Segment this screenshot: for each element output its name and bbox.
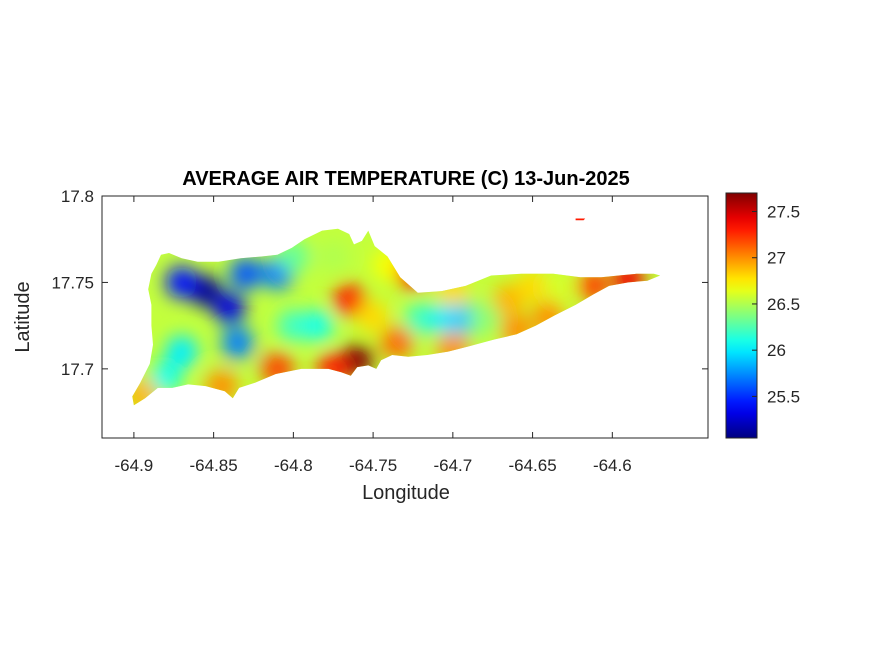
temperature-spot bbox=[333, 283, 366, 316]
colorbar-frame bbox=[725, 192, 758, 439]
x-tick-label: -64.9 bbox=[115, 456, 154, 475]
y-axis: 17.7 17.75 17.8 bbox=[51, 187, 708, 379]
temperature-spot bbox=[492, 283, 525, 316]
temperature-spot bbox=[404, 302, 437, 335]
x-tick-label: -64.85 bbox=[190, 456, 238, 475]
x-tick-label: -64.6 bbox=[593, 456, 632, 475]
temperature-spot bbox=[357, 301, 390, 333]
temperature-spot bbox=[317, 240, 350, 273]
cay-shape bbox=[575, 218, 586, 221]
y-axis-label: Latitude bbox=[12, 281, 34, 352]
temperature-spot bbox=[221, 326, 254, 359]
temperature-spot bbox=[229, 257, 262, 290]
y-tick-label: 17.75 bbox=[51, 273, 94, 292]
plot-frame bbox=[101, 195, 709, 439]
temperature-spot bbox=[277, 309, 310, 342]
temperature-spot bbox=[301, 309, 334, 342]
x-axis-label: Longitude bbox=[362, 482, 450, 504]
colorbar bbox=[726, 193, 757, 438]
x-tick-label: -64.8 bbox=[274, 456, 313, 475]
temperature-spot bbox=[543, 271, 576, 304]
colorbar-tick-label: 27.5 bbox=[767, 202, 800, 221]
colorbar-ticks: 25.5 26 26.5 27 27.5 bbox=[752, 202, 800, 406]
colorbar-tick-label: 27 bbox=[767, 249, 786, 268]
temperature-spot bbox=[165, 266, 198, 299]
temperature-spot bbox=[516, 269, 549, 302]
x-tick-label: -64.65 bbox=[508, 456, 556, 475]
x-tick-label: -64.75 bbox=[349, 456, 397, 475]
chart-title: AVERAGE AIR TEMPERATURE (C) 13-Jun-2025 bbox=[182, 168, 629, 190]
y-tick-label: 17.8 bbox=[61, 187, 94, 206]
temperature-spot bbox=[189, 275, 222, 308]
y-tick-label: 17.7 bbox=[61, 360, 94, 379]
x-tick-label: -64.7 bbox=[433, 456, 472, 475]
temperature-spot bbox=[165, 335, 198, 368]
colorbar-tick-label: 26.5 bbox=[767, 295, 800, 314]
colorbar-tick-label: 26 bbox=[767, 341, 786, 360]
temperature-spot bbox=[468, 302, 501, 335]
temperature-spot bbox=[381, 326, 413, 359]
colorbar-tick-label: 25.5 bbox=[767, 387, 800, 406]
x-axis: -64.9 -64.85 -64.8 -64.75 -64.7 -64.65 -64.6 bbox=[115, 196, 632, 475]
temperature-spot bbox=[213, 292, 246, 325]
temperature-spot bbox=[149, 361, 182, 394]
